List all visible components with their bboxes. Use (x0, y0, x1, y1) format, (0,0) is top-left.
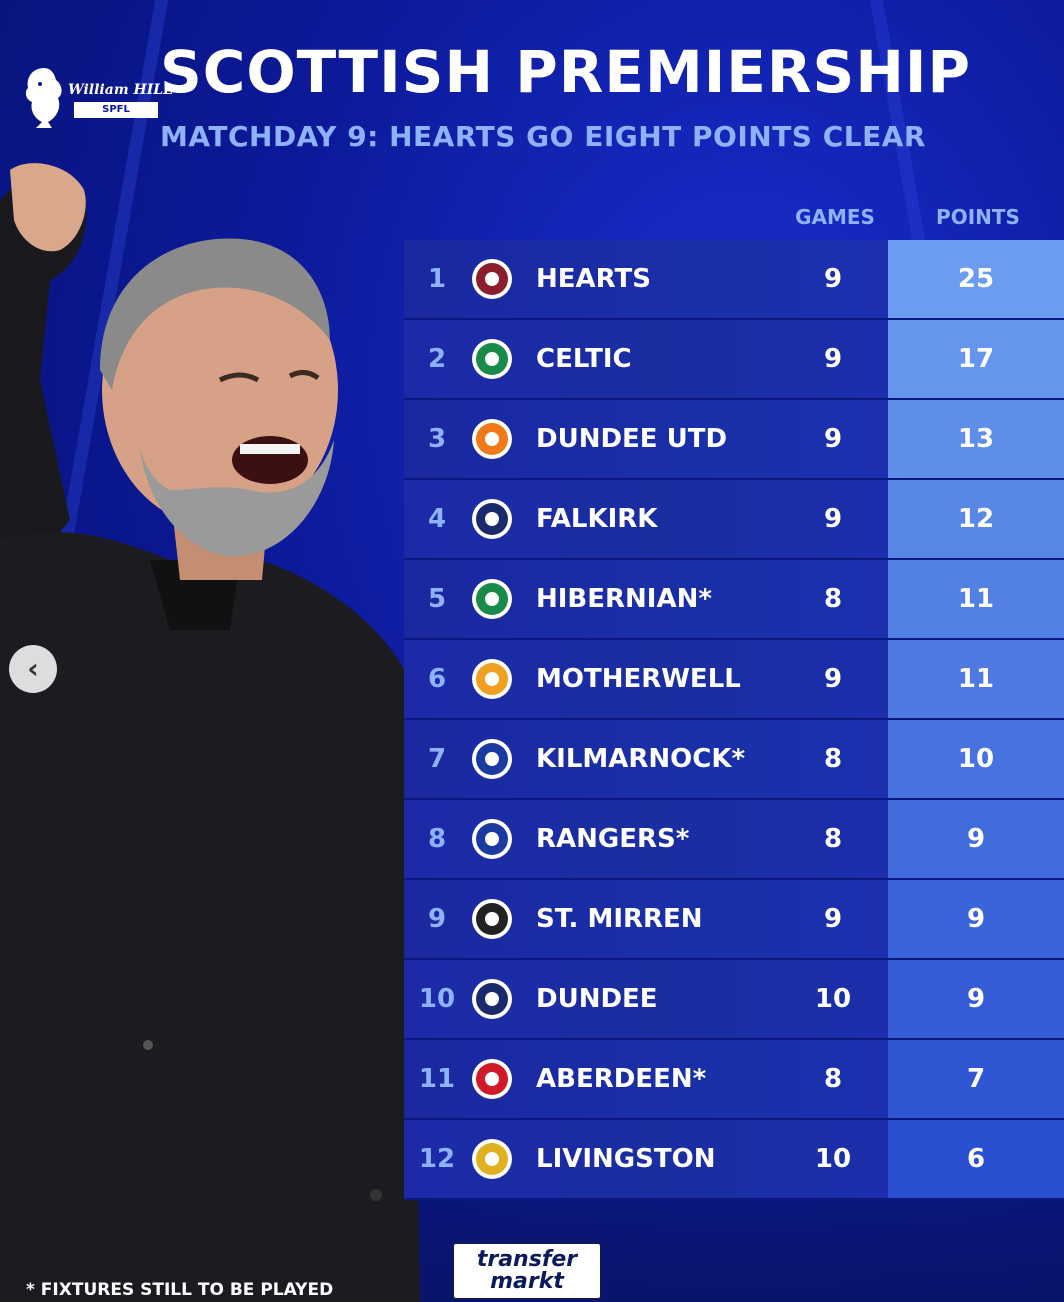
table-row: 7 KILMARNOCK* 8 10 (404, 720, 1064, 800)
points: 11 (888, 560, 1064, 638)
table-row: 4 FALKIRK 9 12 (404, 480, 1064, 560)
position: 9 (427, 904, 447, 934)
team-name: DUNDEE UTD (536, 424, 728, 454)
table-row: 12 LIVINGSTON 10 6 (404, 1120, 1064, 1200)
games-played: 8 (823, 584, 843, 614)
aberdeen-crest-icon (472, 1059, 512, 1099)
points: 7 (888, 1040, 1064, 1118)
motherwell-crest-icon (472, 659, 512, 699)
position: 4 (427, 504, 447, 534)
table-row: 3 DUNDEE UTD 9 13 (404, 400, 1064, 480)
games-played: 9 (823, 504, 843, 534)
games-played: 9 (823, 264, 843, 294)
points: 6 (888, 1120, 1064, 1198)
games-played: 8 (823, 824, 843, 854)
position: 10 (418, 984, 456, 1014)
team-name: HEARTS (536, 264, 651, 294)
team-name: MOTHERWELL (536, 664, 741, 694)
position: 11 (418, 1064, 456, 1094)
position: 3 (427, 424, 447, 454)
points: 17 (888, 320, 1064, 398)
league-label: SPFL (74, 102, 158, 118)
falkirk-crest-icon (472, 499, 512, 539)
position: 2 (427, 344, 447, 374)
rangers-crest-icon (472, 819, 512, 859)
team-name: FALKIRK (536, 504, 658, 534)
table-row: 1 HEARTS 9 25 (404, 240, 1064, 320)
points: 9 (888, 960, 1064, 1038)
st-mirren-crest-icon (472, 899, 512, 939)
points: 9 (888, 880, 1064, 958)
games-played: 10 (814, 1144, 852, 1174)
hearts-crest-icon (472, 259, 512, 299)
team-name: ABERDEEN* (536, 1064, 707, 1094)
column-header-points: POINTS (936, 205, 1020, 229)
points: 25 (888, 240, 1064, 318)
points: 9 (888, 800, 1064, 878)
page-subtitle: MATCHDAY 9: HEARTS GO EIGHT POINTS CLEAR (160, 120, 926, 153)
celtic-crest-icon (472, 339, 512, 379)
games-played: 9 (823, 664, 843, 694)
team-name: DUNDEE (536, 984, 658, 1014)
logo-line-2: markt (490, 1269, 564, 1294)
lion-icon (25, 68, 62, 128)
dundee-utd-crest-icon (472, 419, 512, 459)
transfermarkt-logo: transfer markt (452, 1242, 602, 1300)
league-logo: William HILL SPFL (20, 64, 173, 134)
games-played: 9 (823, 904, 843, 934)
table-row: 10 DUNDEE 10 9 (404, 960, 1064, 1040)
logo-line-1: transfer (476, 1247, 578, 1272)
manager-photo (0, 163, 420, 1302)
games-played: 10 (814, 984, 852, 1014)
position: 5 (427, 584, 447, 614)
games-played: 9 (823, 424, 843, 454)
position: 7 (427, 744, 447, 774)
hibernian-crest-icon (472, 579, 512, 619)
league-table: 1 HEARTS 9 25 2 CELTIC 9 17 3 DUNDEE UTD 9 13 4 FALKI… (404, 240, 1064, 1200)
games-played: 8 (823, 1064, 843, 1094)
table-row: 5 HIBERNIAN* 8 11 (404, 560, 1064, 640)
livingston-crest-icon (472, 1139, 512, 1179)
table-row: 8 RANGERS* 8 9 (404, 800, 1064, 880)
points: 11 (888, 640, 1064, 718)
kilmarnock-crest-icon (472, 739, 512, 779)
points: 13 (888, 400, 1064, 478)
team-name: LIVINGSTON (536, 1144, 716, 1174)
position: 6 (427, 664, 447, 694)
team-name: CELTIC (536, 344, 632, 374)
position: 8 (427, 824, 447, 854)
table-row: 2 CELTIC 9 17 (404, 320, 1064, 400)
table-row: 11 ABERDEEN* 8 7 (404, 1040, 1064, 1120)
column-header-games: GAMES (795, 205, 875, 229)
footnote: * FIXTURES STILL TO BE PLAYED (26, 1280, 334, 1300)
games-played: 8 (823, 744, 843, 774)
table-row: 9 ST. MIRREN 9 9 (404, 880, 1064, 960)
position: 12 (418, 1144, 456, 1174)
table-row: 6 MOTHERWELL 9 11 (404, 640, 1064, 720)
position: 1 (427, 264, 447, 294)
page-title: SCOTTISH PREMIERSHIP (160, 38, 971, 106)
chevron-left-icon: ‹ (27, 652, 39, 685)
team-name: RANGERS* (536, 824, 690, 854)
brand-name: William HILL (68, 82, 173, 98)
carousel-prev-button[interactable]: ‹ (9, 645, 57, 693)
team-name: ST. MIRREN (536, 904, 703, 934)
points: 12 (888, 480, 1064, 558)
points: 10 (888, 720, 1064, 798)
dundee-crest-icon (472, 979, 512, 1019)
games-played: 9 (823, 344, 843, 374)
team-name: HIBERNIAN* (536, 584, 712, 614)
team-name: KILMARNOCK* (536, 744, 746, 774)
